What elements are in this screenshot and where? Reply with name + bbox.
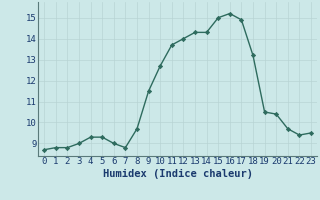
X-axis label: Humidex (Indice chaleur): Humidex (Indice chaleur) xyxy=(103,169,252,179)
